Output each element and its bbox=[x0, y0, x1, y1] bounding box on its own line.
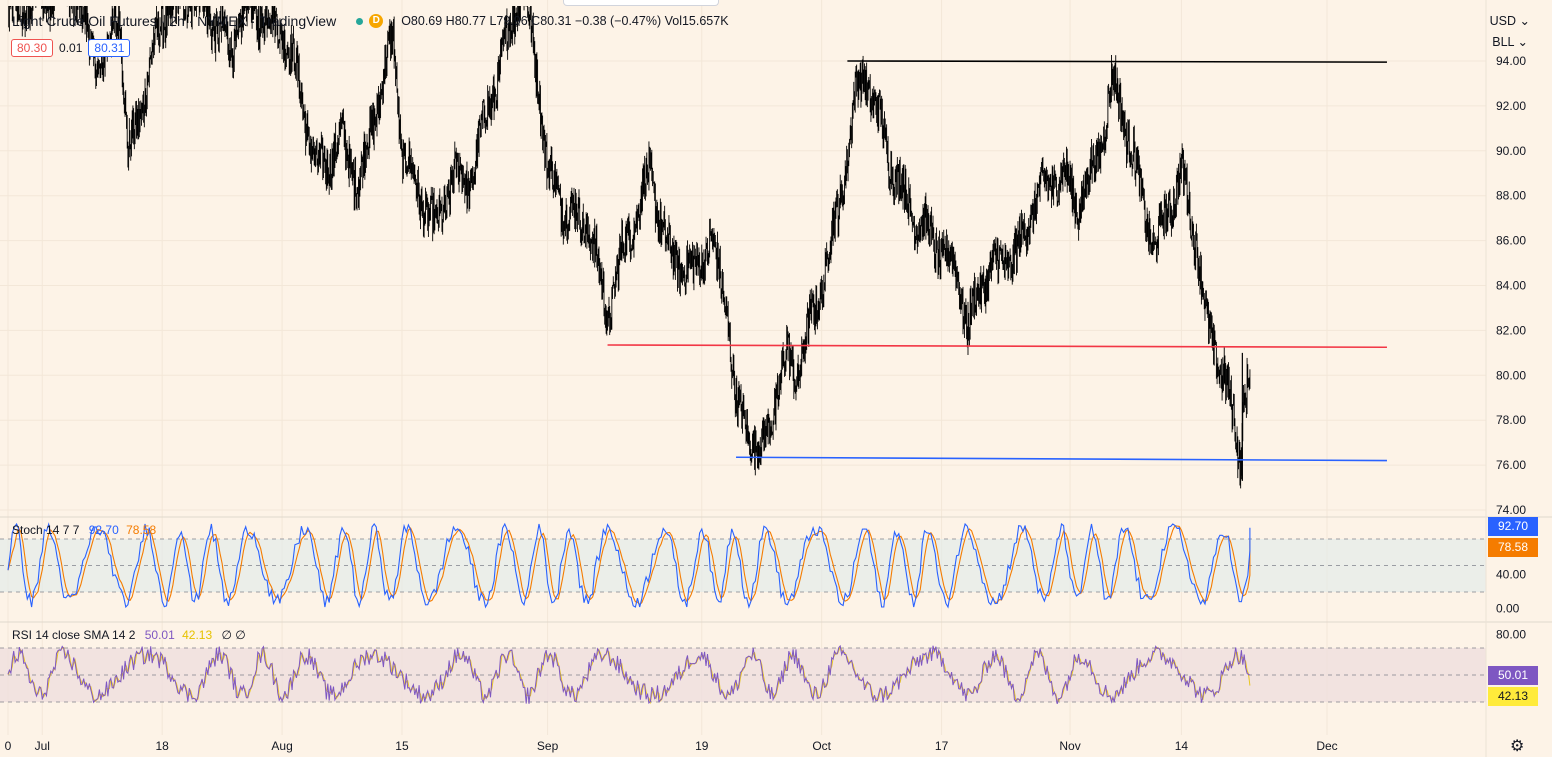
time-tick-label: Jul bbox=[35, 739, 50, 753]
stoch-k-line bbox=[7, 522, 1251, 609]
price-axis[interactable]: 94.00 92.00 90.00 88.00 86.00 84.00 82.00 80.00… bbox=[1496, 54, 1526, 642]
price-tick-label: 84.00 bbox=[1496, 279, 1526, 293]
rsi-title: RSI 14 close SMA 14 2 bbox=[12, 628, 136, 642]
legend-header: Light Crude Oil Futures · 2h · NYMEX · T… bbox=[12, 13, 729, 29]
price-tick-label: 78.00 bbox=[1496, 413, 1526, 427]
price-tick-label: 88.00 bbox=[1496, 189, 1526, 203]
time-tick-label: 19 bbox=[695, 739, 709, 753]
price-tick-label: 90.00 bbox=[1496, 144, 1526, 158]
symbol-title[interactable]: Light Crude Oil Futures · 2h · NYMEX · T… bbox=[12, 13, 337, 29]
price-tick-label: 80.00 bbox=[1496, 368, 1526, 382]
stoch-d-line bbox=[7, 525, 1251, 606]
currency-label: USD bbox=[1489, 14, 1517, 28]
trade-buttons: 80.30 0.01 80.31 bbox=[11, 39, 131, 57]
delay-badge[interactable]: D bbox=[369, 14, 384, 28]
trendline-midline bbox=[607, 344, 1387, 349]
time-tick-label: Dec bbox=[1316, 739, 1337, 753]
rsi-legend[interactable]: RSI 14 close SMA 14 2 50.01 42.13 ∅ ∅ bbox=[12, 628, 246, 642]
time-tick-label: 18 bbox=[155, 739, 169, 753]
grid bbox=[0, 0, 1486, 735]
price-tick-label: 92.00 bbox=[1496, 99, 1526, 113]
price-tick-label: 94.00 bbox=[1496, 54, 1526, 68]
stoch-k-value: 92.70 bbox=[88, 523, 119, 537]
rsi-tick-label: 80.00 bbox=[1496, 628, 1526, 642]
rsi-sma-tag: 42.13 bbox=[1488, 687, 1538, 706]
stoch-d-tag: 78.58 bbox=[1488, 538, 1538, 557]
time-axis[interactable]: 0 Jul 18 Aug 15 Sep 19 Oct 17 Nov 14 Dec bbox=[5, 739, 1338, 753]
time-tick-label: Aug bbox=[271, 739, 292, 753]
time-tick-label: 14 bbox=[1175, 739, 1189, 753]
time-tick-label: Nov bbox=[1059, 739, 1080, 753]
trend-lines[interactable] bbox=[607, 60, 1387, 462]
market-open-icon bbox=[356, 17, 364, 25]
chevron-down-icon: ⌄ bbox=[1519, 14, 1530, 28]
rsi-extra: ∅ ∅ bbox=[221, 628, 246, 642]
price-tick-label: 76.00 bbox=[1496, 458, 1526, 472]
unit-label: BLL bbox=[1492, 35, 1515, 49]
buy-button[interactable]: 80.31 bbox=[88, 39, 131, 57]
unit-selector[interactable]: BLL ⌄ bbox=[1492, 34, 1528, 49]
ohlc-values: O80.69 H80.77 L79.96 C80.31 −0.38 (−0.47… bbox=[401, 14, 729, 28]
rsi-pane[interactable] bbox=[7, 644, 1251, 705]
rsi-sma-value: 42.13 bbox=[182, 628, 213, 642]
stoch-title: Stoch 14 7 7 bbox=[12, 523, 80, 537]
chevron-down-icon: ⌄ bbox=[1517, 35, 1528, 49]
time-tick-label: 0 bbox=[5, 739, 12, 753]
rsi-tag: 50.01 bbox=[1488, 666, 1538, 685]
stoch-k-tag: 92.70 bbox=[1488, 517, 1538, 536]
time-tick-label: 15 bbox=[395, 739, 409, 753]
rsi-line bbox=[7, 644, 1251, 705]
currency-selector[interactable]: USD ⌄ bbox=[1490, 13, 1530, 28]
time-tick-label: Oct bbox=[812, 739, 831, 753]
time-tick-label: Sep bbox=[537, 739, 559, 753]
rsi-value: 50.01 bbox=[144, 628, 175, 642]
stoch-legend[interactable]: Stoch 14 7 7 92.70 78.58 bbox=[12, 523, 156, 537]
trendline-support bbox=[736, 456, 1387, 462]
gear-icon[interactable]: ⚙ bbox=[1510, 738, 1525, 755]
price-tick-label: 86.00 bbox=[1496, 234, 1526, 248]
price-pane[interactable] bbox=[8, 6, 1251, 489]
stoch-tick-label: 40.00 bbox=[1496, 567, 1526, 581]
time-tick-label: 17 bbox=[935, 739, 949, 753]
trendline-resistance bbox=[847, 60, 1387, 63]
stoch-pane[interactable] bbox=[7, 522, 1251, 609]
price-tick-label: 74.00 bbox=[1496, 503, 1526, 517]
stoch-tick-label: 0.00 bbox=[1496, 602, 1520, 616]
spread-value: 0.01 bbox=[59, 41, 83, 55]
sell-button[interactable]: 80.30 bbox=[11, 39, 54, 57]
drawing-toolbar-handle[interactable] bbox=[563, 0, 719, 6]
stoch-d-value: 78.58 bbox=[126, 523, 157, 537]
price-tick-label: 82.00 bbox=[1496, 323, 1526, 337]
